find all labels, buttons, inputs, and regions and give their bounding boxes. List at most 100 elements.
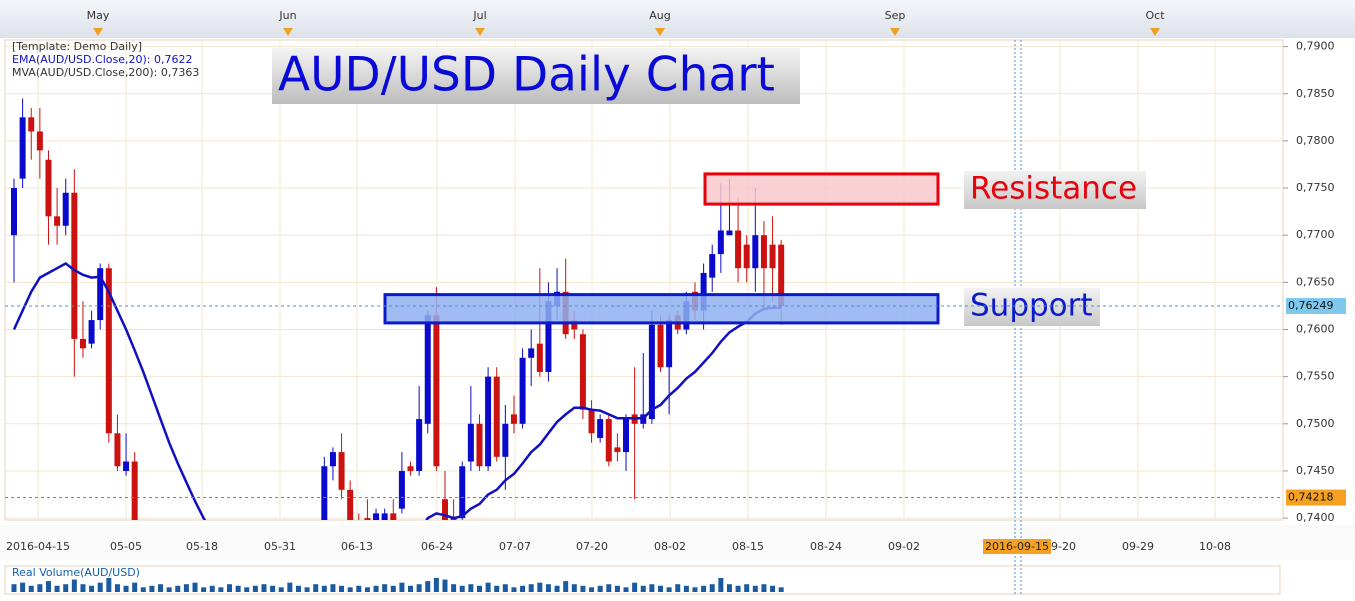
volume-bar: [675, 584, 681, 592]
y-tick-label: 0,7900: [1296, 40, 1335, 53]
candle-body: [579, 334, 586, 410]
zone-label-box: [964, 288, 1100, 326]
candle-body: [407, 466, 414, 471]
candle-body: [545, 301, 552, 372]
candle-body: [424, 315, 431, 424]
volume-bar: [364, 587, 370, 592]
candle-body: [752, 235, 759, 269]
title-box: [272, 48, 800, 104]
month-label: Jul: [472, 9, 486, 22]
volume-bar: [468, 584, 474, 592]
candle-body: [347, 489, 354, 520]
volume-bar: [563, 581, 569, 592]
candle-body: [373, 513, 380, 520]
candle-body: [459, 466, 466, 519]
volume-bar: [183, 584, 189, 592]
y-tick-label: 0,7650: [1296, 275, 1335, 288]
volume-bar: [80, 584, 86, 592]
zone-label: Support: [970, 288, 1093, 324]
legend-line: MVA(AUD/USD.Close,200): 0,7363: [12, 66, 199, 79]
candle-body: [648, 324, 655, 420]
volume-bar: [433, 578, 439, 592]
volume-bar: [494, 585, 500, 592]
candle-body: [528, 348, 535, 358]
candle-body: [381, 513, 388, 520]
month-marker: [655, 28, 665, 36]
volume-bar: [425, 581, 431, 592]
price-tag-label: 0,76249: [1288, 299, 1334, 312]
volume-bar: [701, 585, 707, 592]
candle-body: [623, 419, 630, 453]
x-tick-label: 05-31: [264, 540, 296, 553]
x-highlight-box: [983, 539, 1051, 554]
chart-title: AUD/USD Daily Chart: [278, 48, 775, 103]
volume-bar: [485, 582, 491, 592]
volume-bar: [571, 584, 577, 592]
volume-bar: [166, 587, 172, 592]
x-tick-label: 10-08: [1199, 540, 1231, 553]
volume-bar: [502, 584, 508, 592]
volume-bar: [718, 578, 724, 592]
x-tick-label: 09-29: [1122, 540, 1154, 553]
volume-bar: [726, 584, 732, 592]
volume-bar: [114, 584, 120, 592]
volume-bar: [295, 585, 301, 592]
volume-bar: [770, 585, 776, 592]
zone-label-box: [964, 171, 1146, 209]
volume-bar: [209, 585, 215, 592]
candle-body: [485, 376, 492, 467]
volume-bar: [390, 585, 396, 592]
y-tick-label: 0,7850: [1296, 87, 1335, 100]
legend-line: EMA(AUD/USD.Close,20): 0,7622: [12, 53, 192, 66]
candle-body: [123, 461, 130, 471]
price-tag: [1286, 489, 1346, 506]
zone: [383, 293, 940, 325]
volume-bar: [261, 584, 267, 592]
candle-body: [467, 423, 474, 462]
volume-bar: [528, 584, 534, 592]
volume-bar: [554, 585, 560, 592]
x-tick-label: 05-05: [110, 540, 142, 553]
volume-bar: [304, 587, 310, 592]
candle-body: [11, 188, 17, 236]
candle-body: [62, 192, 69, 226]
volume-bar: [20, 582, 26, 592]
candle-body: [502, 423, 509, 457]
volume-bar: [476, 585, 482, 592]
volume-bar: [287, 582, 293, 592]
y-tick-label: 0,7700: [1296, 228, 1335, 241]
candle-body: [778, 244, 785, 306]
volume-bar: [158, 584, 164, 592]
volume-bar: [399, 582, 405, 592]
volume-bar: [442, 579, 448, 592]
candle-body: [476, 423, 483, 467]
candle-body: [71, 192, 78, 339]
candle-body: [97, 268, 104, 321]
volume-bar: [321, 585, 327, 592]
volume-bar: [339, 585, 345, 592]
month-marker: [283, 28, 293, 36]
month-label: May: [87, 9, 110, 22]
x-tick-label: 08-02: [654, 540, 686, 553]
volume-bar: [123, 585, 129, 592]
month-marker: [1150, 28, 1160, 36]
candle-body: [614, 447, 621, 453]
volume-bar: [149, 585, 155, 592]
candle-body: [442, 499, 448, 520]
volume-bar: [132, 582, 138, 592]
volume-bar: [54, 585, 60, 592]
volume-bar: [373, 585, 379, 592]
volume-bar: [752, 585, 758, 592]
x-tick-label: 07-07: [499, 540, 531, 553]
volume-bar: [252, 585, 258, 592]
candle-body: [597, 419, 604, 438]
volume-bar: [606, 584, 612, 592]
x-tick-label: 09-20: [1044, 540, 1076, 553]
candle-body: [131, 461, 138, 520]
candle-body: [364, 518, 371, 520]
volume-bar: [623, 587, 629, 592]
candle-body: [657, 324, 664, 368]
candle-body: [329, 452, 336, 467]
volume-bar: [416, 584, 422, 592]
